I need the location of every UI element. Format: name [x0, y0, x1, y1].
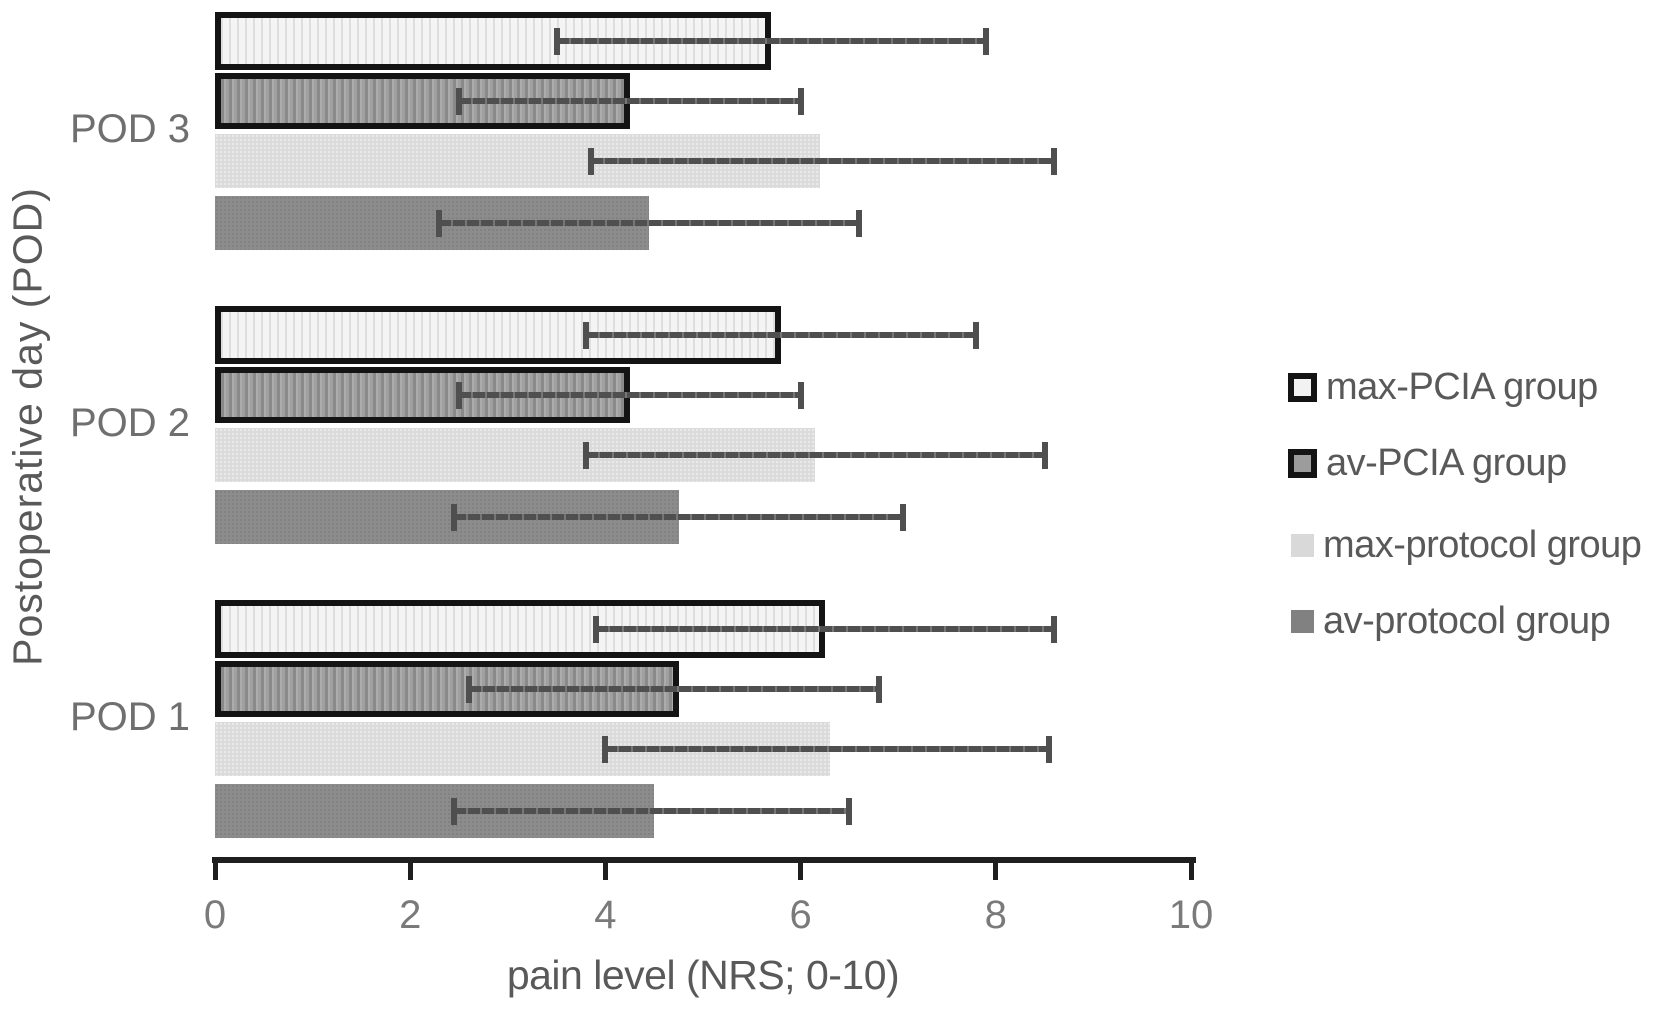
errorbar-line-av-pcia-group-pod-2 — [459, 392, 801, 398]
errorbar-cap-hi-max-protocol-group-pod-3 — [1051, 147, 1058, 175]
x-axis-line — [212, 857, 1196, 863]
legend-item-max-pcia-group: max-PCIA group — [1288, 365, 1598, 409]
legend-swatch-av-pcia-group — [1288, 448, 1317, 478]
x-tick-label-4: 4 — [594, 893, 617, 937]
errorbar-line-max-protocol-group-pod-2 — [585, 452, 1045, 458]
errorbar-cap-lo-max-pcia-group-pod-1 — [592, 615, 599, 643]
errorbar-line-av-protocol-group-pod-2 — [454, 514, 904, 520]
errorbar-line-av-protocol-group-pod-1 — [454, 808, 850, 814]
errorbar-cap-hi-av-pcia-group-pod-2 — [797, 381, 804, 409]
category-label-pod-3: POD 3 — [69, 107, 190, 151]
errorbar-cap-lo-max-pcia-group-pod-3 — [553, 27, 560, 55]
category-label-pod-1: POD 1 — [69, 695, 190, 739]
legend-label-max-pcia-group: max-PCIA group — [1326, 365, 1598, 408]
errorbar-cap-hi-max-protocol-group-pod-1 — [1046, 735, 1053, 763]
x-tick-10 — [1188, 860, 1194, 880]
errorbar-cap-lo-av-protocol-group-pod-3 — [436, 209, 443, 237]
category-label-pod-2: POD 2 — [69, 401, 190, 445]
errorbar-line-max-protocol-group-pod-3 — [590, 158, 1055, 164]
errorbar-cap-lo-max-pcia-group-pod-2 — [582, 321, 589, 349]
legend-label-max-protocol-group: max-protocol group — [1323, 523, 1642, 566]
errorbar-cap-hi-av-protocol-group-pod-2 — [900, 503, 907, 531]
errorbar-cap-hi-av-protocol-group-pod-1 — [846, 797, 853, 825]
errorbar-line-max-pcia-group-pod-3 — [556, 38, 987, 44]
errorbar-line-max-pcia-group-pod-2 — [585, 332, 977, 338]
errorbar-line-av-protocol-group-pod-3 — [439, 220, 860, 226]
errorbar-cap-lo-av-pcia-group-pod-2 — [456, 381, 462, 409]
bar-max-protocol-group-pod-2 — [215, 428, 816, 482]
x-tick-label-8: 8 — [984, 893, 1007, 937]
errorbar-cap-hi-av-protocol-group-pod-3 — [856, 209, 863, 237]
bar-max-pcia-group-pod-2 — [215, 306, 782, 364]
errorbar-cap-hi-av-pcia-group-pod-1 — [875, 675, 882, 703]
errorbar-cap-lo-av-protocol-group-pod-1 — [451, 797, 458, 825]
legend-item-av-pcia-group: av-PCIA group — [1288, 441, 1567, 485]
bar-av-pcia-group-pod-3 — [215, 73, 630, 129]
x-tick-label-2: 2 — [399, 893, 422, 937]
x-tick-label-0: 0 — [203, 893, 227, 937]
legend-item-max-protocol-group: max-protocol group — [1288, 523, 1642, 567]
errorbar-line-av-pcia-group-pod-3 — [459, 98, 801, 104]
legend-label-av-protocol-group: av-protocol group — [1323, 599, 1611, 642]
legend-label-av-pcia-group: av-PCIA group — [1326, 441, 1567, 484]
errorbar-line-max-pcia-group-pod-1 — [595, 626, 1055, 632]
x-tick-0 — [212, 860, 218, 880]
errorbar-cap-lo-max-protocol-group-pod-3 — [587, 147, 594, 175]
errorbar-line-max-protocol-group-pod-1 — [605, 746, 1050, 752]
x-tick-label-10: 10 — [1168, 893, 1214, 937]
errorbar-line-av-pcia-group-pod-1 — [468, 686, 879, 692]
errorbar-cap-lo-av-pcia-group-pod-1 — [465, 675, 472, 703]
errorbar-cap-lo-max-protocol-group-pod-2 — [582, 441, 589, 469]
errorbar-cap-lo-av-protocol-group-pod-2 — [451, 503, 458, 531]
legend-swatch-av-protocol-group — [1291, 609, 1314, 633]
legend-item-av-protocol-group: av-protocol group — [1288, 599, 1611, 643]
errorbar-cap-hi-max-pcia-group-pod-3 — [983, 27, 990, 55]
x-tick-2 — [407, 860, 413, 880]
x-tick-4 — [602, 860, 608, 880]
errorbar-cap-lo-av-pcia-group-pod-3 — [456, 87, 462, 115]
x-tick-8 — [993, 860, 999, 880]
legend-swatch-max-pcia-group — [1288, 372, 1317, 402]
errorbar-cap-hi-av-pcia-group-pod-3 — [797, 87, 804, 115]
x-axis-title: pain level (NRS; 0-10) — [506, 952, 900, 998]
x-tick-6 — [798, 860, 804, 880]
errorbar-cap-hi-max-protocol-group-pod-2 — [1041, 441, 1048, 469]
x-tick-label-6: 6 — [789, 893, 812, 937]
legend-swatch-max-protocol-group — [1291, 533, 1314, 557]
errorbar-cap-hi-max-pcia-group-pod-2 — [973, 321, 980, 349]
errorbar-cap-lo-max-protocol-group-pod-1 — [602, 735, 609, 763]
errorbar-cap-hi-max-pcia-group-pod-1 — [1051, 615, 1058, 643]
